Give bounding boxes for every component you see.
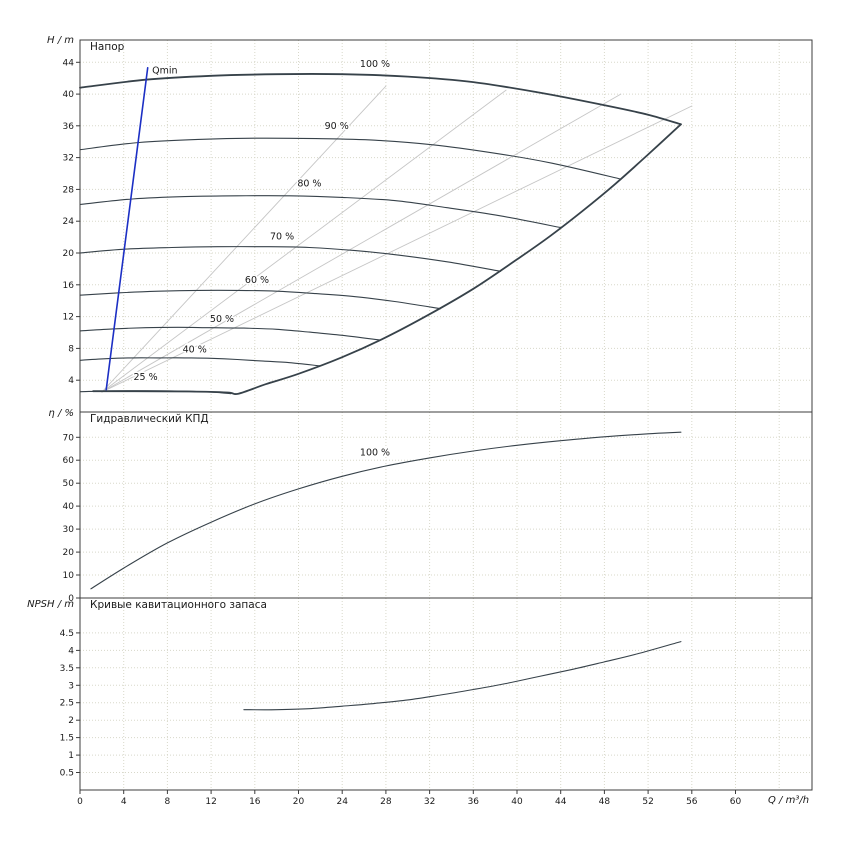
y-tick-label: 4 bbox=[68, 646, 74, 656]
curve-iso-efficiency-1 bbox=[101, 105, 693, 393]
curve-speed-40 bbox=[79, 357, 321, 367]
y-tick-label: 36 bbox=[63, 122, 75, 132]
y-tick-label: 8 bbox=[68, 344, 74, 354]
npsh-y-axis-label: NPSH / m bbox=[27, 599, 74, 610]
y-tick-label: 2 bbox=[68, 716, 74, 726]
head-y-axis-label: H / m bbox=[47, 35, 74, 46]
x-axis-label: Q / m³/h bbox=[768, 795, 810, 806]
x-tick-label: 4 bbox=[121, 797, 127, 807]
curve-label-efficiency-100: 100 % bbox=[360, 448, 390, 459]
curve-label-speed-70: 70 % bbox=[270, 232, 294, 243]
plot-efficiency: 100 % 0 10 20 30 40 50 60 70 bbox=[63, 411, 813, 604]
x-tick-label: 24 bbox=[336, 797, 348, 807]
x-tick-label: 20 bbox=[293, 797, 305, 807]
x-tick-label: 8 bbox=[165, 797, 171, 807]
curve-speed-80 bbox=[79, 195, 562, 229]
y-tick-label: 0 bbox=[68, 594, 74, 604]
curve-label-qmin: Qmin bbox=[152, 65, 177, 76]
plot-border bbox=[79, 39, 813, 413]
y-tick-label: 1 bbox=[68, 751, 74, 761]
curve-efficiency-100 bbox=[90, 431, 682, 590]
npsh-plot-title: Кривые кавитационного запаса bbox=[90, 599, 267, 611]
curve-envelope-right bbox=[92, 123, 682, 396]
x-tick-label: 60 bbox=[730, 797, 742, 807]
curve-label-speed-50: 50 % bbox=[210, 314, 234, 325]
curve-speed-50 bbox=[79, 326, 381, 341]
y-tick-label: 32 bbox=[63, 154, 74, 164]
y-tick-label: 3.5 bbox=[60, 664, 74, 674]
x-tick-label: 32 bbox=[424, 797, 435, 807]
x-tick-label: 40 bbox=[511, 797, 523, 807]
y-tick-label: 4.5 bbox=[60, 629, 74, 639]
plot-border bbox=[79, 411, 813, 599]
y-tick-label: 70 bbox=[63, 433, 75, 443]
x-tick-label: 28 bbox=[380, 797, 392, 807]
y-tick-label: 50 bbox=[63, 479, 75, 489]
y-tick-label: 20 bbox=[63, 249, 75, 259]
x-tick-label: 56 bbox=[686, 797, 698, 807]
x-tick-label: 52 bbox=[642, 797, 653, 807]
x-tick-label: 48 bbox=[599, 797, 611, 807]
efficiency-plot-title: Гидравлический КПД bbox=[90, 413, 209, 425]
curve-speed-100 bbox=[79, 73, 682, 126]
curve-iso-efficiency-2 bbox=[101, 93, 622, 393]
y-tick-label: 28 bbox=[63, 185, 75, 195]
plot-npsh: 0.5 1 1.5 2 2.5 3 3.5 4 4.5 bbox=[60, 597, 813, 791]
x-tick-label: 44 bbox=[555, 797, 567, 807]
y-tick-label: 10 bbox=[63, 571, 75, 581]
x-tick-label: 12 bbox=[205, 797, 216, 807]
plot-head: 100 % 90 % 80 % 70 % 60 % 50 % 40 % 25 % Qmin 4 8 1… bbox=[63, 39, 813, 413]
y-tick-label: 12 bbox=[63, 313, 74, 323]
y-tick-label: 0.5 bbox=[60, 769, 74, 779]
curve-speed-90 bbox=[79, 137, 622, 180]
curve-npsh-curve bbox=[243, 641, 682, 711]
efficiency-y-axis-label: η / % bbox=[48, 408, 74, 419]
x-tick-label: 0 bbox=[77, 797, 83, 807]
curve-label-speed-80: 80 % bbox=[297, 178, 321, 189]
y-tick-label: 40 bbox=[63, 90, 75, 100]
curve-qmin bbox=[105, 67, 149, 391]
y-tick-label: 60 bbox=[63, 456, 75, 466]
curve-label-speed-100: 100 % bbox=[360, 59, 390, 70]
y-tick-label: 16 bbox=[63, 281, 75, 291]
curve-speed-70 bbox=[79, 246, 502, 272]
curve-label-speed-25: 25 % bbox=[134, 372, 158, 383]
curve-label-speed-40: 40 % bbox=[183, 344, 207, 355]
y-tick-label: 1.5 bbox=[60, 734, 74, 744]
plot-border bbox=[79, 597, 813, 791]
x-tick-label: 36 bbox=[468, 797, 480, 807]
head-plot-title: Напор bbox=[90, 41, 125, 53]
y-tick-label: 40 bbox=[63, 502, 75, 512]
y-tick-label: 3 bbox=[68, 681, 74, 691]
y-tick-label: 24 bbox=[63, 217, 75, 227]
y-tick-label: 4 bbox=[68, 376, 74, 386]
y-tick-label: 20 bbox=[63, 548, 75, 558]
curve-label-speed-90: 90 % bbox=[325, 121, 349, 132]
y-tick-label: 30 bbox=[63, 525, 75, 535]
curve-speed-60 bbox=[79, 289, 442, 310]
y-tick-label: 2.5 bbox=[60, 699, 74, 709]
curve-label-speed-60: 60 % bbox=[245, 275, 269, 286]
curve-iso-efficiency-4 bbox=[101, 85, 387, 393]
curve-iso-efficiency-3 bbox=[101, 89, 507, 393]
x-tick-label: 16 bbox=[249, 797, 261, 807]
y-tick-label: 44 bbox=[63, 58, 75, 68]
